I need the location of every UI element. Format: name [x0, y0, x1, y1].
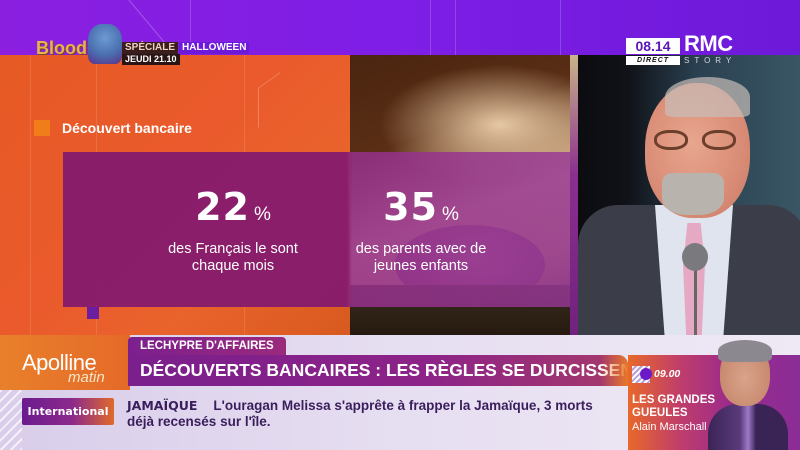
program-logo-sub: matin: [68, 369, 105, 386]
special-date: JEUDI 21.10: [122, 54, 180, 65]
next-program-title: LES GRANDES GUEULES: [632, 394, 716, 419]
channel-logo: RMC: [684, 31, 733, 56]
infographic-title: Découvert bancaire: [62, 120, 192, 136]
ticker-text-continued: déjà recensés sur l'île.: [127, 414, 271, 429]
decor-zigzag: [258, 72, 280, 128]
microphone-icon: [682, 243, 708, 271]
studio-camera-feed: [570, 55, 800, 365]
decor-line: [30, 55, 31, 335]
decor-stripe: [570, 55, 578, 355]
host-photo: [708, 336, 788, 450]
decor-line: [430, 0, 431, 55]
decor-line: [455, 0, 456, 55]
stat-item: 35% des parents avec de jeunes enfants: [321, 187, 521, 275]
stat-desc-line: des parents avec de: [355, 241, 487, 257]
stat-value: 22: [195, 185, 250, 229]
stat-value: 35: [383, 185, 438, 229]
halloween-show-logo: Blood: [36, 24, 124, 64]
host-hair: [718, 340, 772, 362]
ticker-category-badge: International: [22, 398, 114, 425]
decor-line: [190, 0, 191, 55]
special-theme: HALLOWEEN: [179, 42, 250, 54]
guest-video: [570, 55, 800, 365]
microphone-stand: [694, 265, 697, 355]
program-logo-background: [0, 335, 130, 390]
show-logo-text: Blood: [36, 38, 87, 58]
guest-beard: [662, 173, 724, 215]
next-program-time: 09.00: [654, 368, 681, 380]
square-bullet-icon: [34, 120, 50, 136]
special-label: SPÉCIALE: [122, 42, 179, 54]
stat-description: des parents avec de jeunes enfants: [321, 241, 521, 275]
next-program-host: Alain Marschall: [632, 421, 707, 433]
stat-desc-line: des Français le sont: [168, 241, 298, 257]
program-logo: Apolline: [22, 350, 97, 375]
live-label: DIRECT: [626, 56, 680, 65]
guest-hair: [665, 77, 750, 117]
ticker-line: JAMAÏQUE L'ouragan Melissa s'apprête à fr…: [127, 398, 593, 414]
stat-item: 22% des Français le sont chaque mois: [133, 187, 333, 275]
ticker-text: L'ouragan Melissa s'apprête à frapper la…: [213, 398, 593, 413]
ticker-topic: JAMAÏQUE: [127, 398, 198, 413]
stat-desc-line: jeunes enfants: [373, 258, 469, 274]
host-body: [708, 404, 788, 450]
decor-line: [560, 0, 561, 55]
stat-unit: %: [441, 204, 459, 225]
decor-square: [87, 307, 99, 319]
channel-sub-logo: STORY: [684, 56, 737, 65]
stats-box: 22% des Français le sont chaque mois 35%…: [63, 152, 570, 307]
headline: DÉCOUVERTS BANCAIRES : LES RÈGLES SE DUR…: [128, 355, 644, 386]
stat-unit: %: [253, 204, 271, 225]
headline-accent: [600, 355, 628, 386]
segment-label: LECHYPRE D'AFFAIRES: [128, 337, 286, 355]
stat-description: des Français le sont chaque mois: [133, 241, 333, 275]
decor-hatching: [0, 390, 22, 450]
channel-dot-icon: [640, 368, 652, 380]
monster-mascot-icon: [88, 24, 122, 64]
clock: 08.14: [626, 38, 680, 54]
stat-desc-line: chaque mois: [191, 258, 275, 274]
guest-glasses: [654, 130, 744, 152]
